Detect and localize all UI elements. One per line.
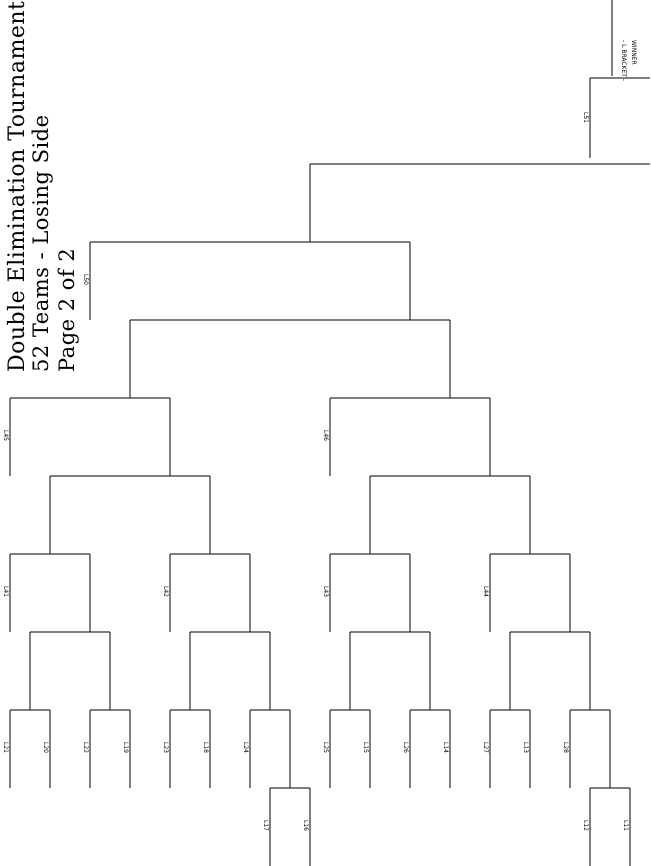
round-7 [129, 319, 451, 398]
round-8 [89, 241, 411, 320]
round-3 [29, 631, 591, 710]
round-2 [9, 709, 611, 788]
label-l46: L46 [322, 430, 329, 441]
label-l51: L51 [582, 112, 589, 123]
winner-label: WINNER [630, 40, 637, 65]
round-5 [49, 475, 531, 554]
label-l13: L13 [522, 742, 529, 753]
label-l41: L41 [2, 586, 9, 597]
page-number: Page 2 of 2 [55, 248, 79, 372]
label-l12: L12 [582, 820, 589, 831]
label-l20: L20 [42, 742, 49, 753]
label-l17: L17 [262, 820, 269, 831]
label-l21: L21 [2, 742, 9, 753]
bracket-labels: L51 L50 L45 L46 L41 L42 L43 L44 L21 L20 … [2, 112, 629, 831]
page-subtitle: 52 Teams - Losing Side [29, 114, 53, 372]
label-l19: L19 [122, 742, 129, 753]
label-l24: L24 [242, 742, 249, 753]
label-l14: L14 [442, 742, 449, 753]
round-6 [9, 397, 491, 476]
page-title: Double Elimination Tournament [5, 1, 30, 372]
label-l15: L15 [362, 742, 369, 753]
label-l27: L27 [482, 742, 489, 753]
label-l26: L26 [402, 742, 409, 753]
round-10 [589, 77, 650, 158]
label-l43: L43 [322, 586, 329, 597]
label-l44: L44 [482, 586, 489, 597]
label-l45: L45 [2, 430, 9, 441]
label-l22: L22 [82, 742, 89, 753]
label-l23: L23 [162, 742, 169, 753]
label-l28: L28 [562, 742, 569, 753]
label-l11: L11 [622, 820, 629, 831]
label-l25: L25 [322, 742, 329, 753]
bracket-label: - L BRACKET - [620, 40, 627, 81]
label-l18: L18 [202, 742, 209, 753]
label-l16: L16 [302, 820, 309, 831]
round-1 [269, 787, 631, 866]
label-l42: L42 [162, 586, 169, 597]
round-9 [309, 163, 650, 242]
label-l50: L50 [82, 274, 89, 285]
